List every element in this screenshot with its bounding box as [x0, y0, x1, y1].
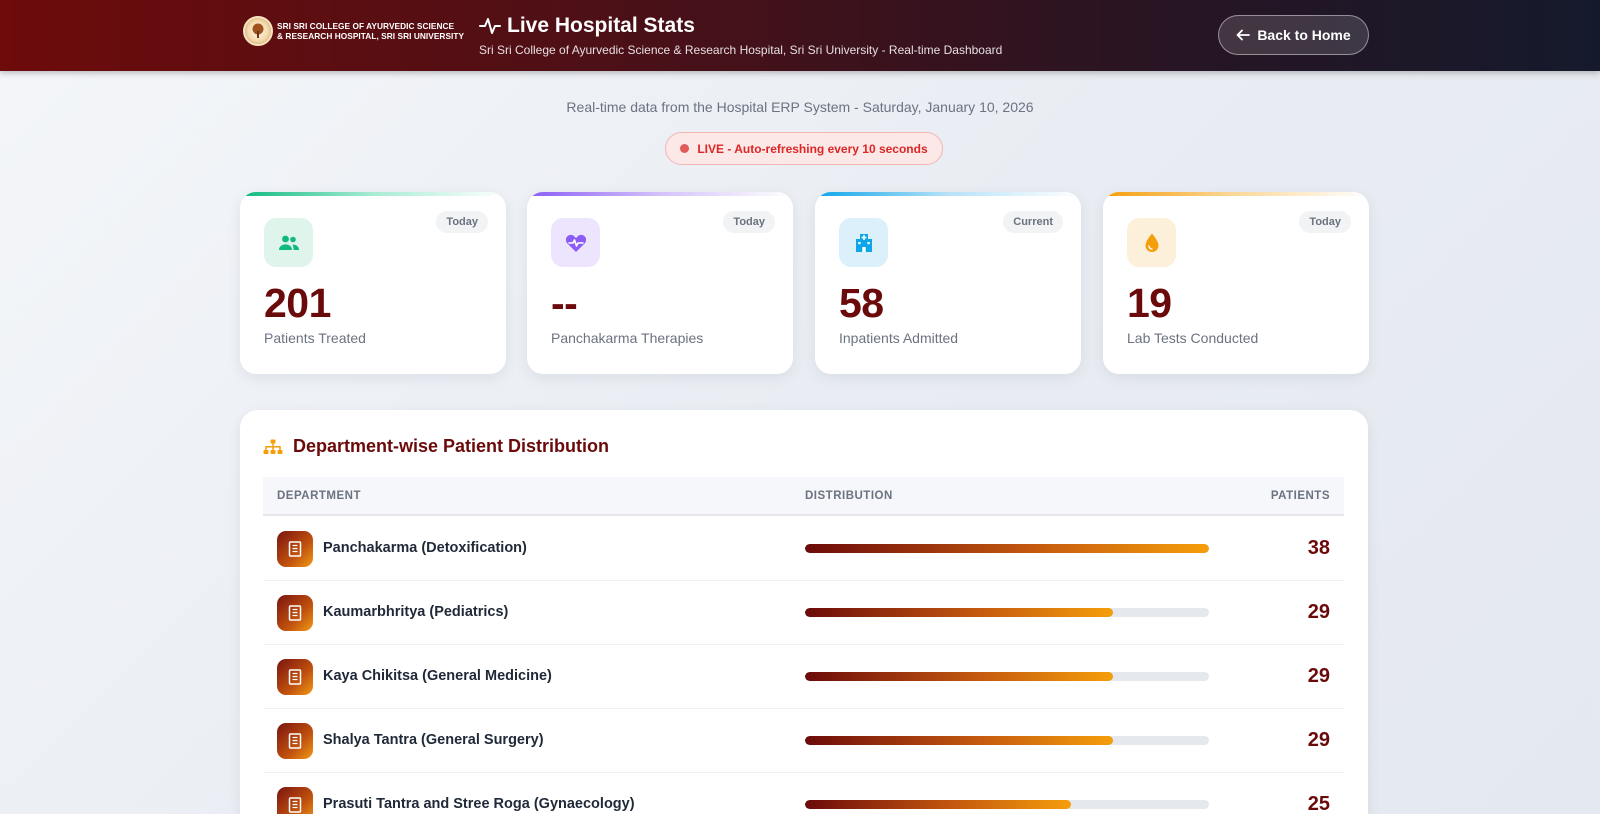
heart-pulse-icon — [551, 218, 600, 267]
card-value: 19 — [1127, 280, 1172, 326]
table-row: Kaya Chikitsa (General Medicine) 29 — [263, 645, 1344, 709]
card-accent-bar — [815, 192, 1081, 196]
university-logo: SRI SRI COLLEGE OF AYURVEDIC SCIENCE & R… — [243, 16, 464, 46]
department-distribution-panel: Department-wise Patient Distribution DEP… — [240, 410, 1368, 814]
table-header: DEPARTMENT DISTRIBUTION PATIENTS — [263, 477, 1344, 516]
column-header-patients: PATIENTS — [1270, 490, 1330, 502]
live-status-text: LIVE - Auto-refreshing every 10 seconds — [697, 141, 928, 156]
department-name: Panchakarma (Detoxification) — [323, 540, 527, 556]
back-to-home-label: Back to Home — [1257, 27, 1351, 43]
card-accent-bar — [1103, 192, 1369, 196]
table-row: Panchakarma (Detoxification) 38 — [263, 517, 1344, 581]
distribution-bar — [805, 544, 1209, 553]
card-label: Panchakarma Therapies — [551, 330, 704, 346]
patient-count: 38 — [1307, 537, 1330, 559]
card-accent-bar — [527, 192, 793, 196]
droplet-icon — [1127, 218, 1176, 267]
column-header-distribution: DISTRIBUTION — [805, 490, 893, 502]
table-row: Kaumarbhritya (Pediatrics) 29 — [263, 581, 1344, 645]
card-period-badge: Current — [1003, 211, 1063, 233]
card-period-badge: Today — [1299, 211, 1351, 233]
card-label: Patients Treated — [264, 330, 366, 346]
stat-card-patients-treated: Today 201 Patients Treated — [240, 192, 506, 374]
stat-card-lab-tests: Today 19 Lab Tests Conducted — [1103, 192, 1369, 374]
patient-count: 29 — [1307, 665, 1330, 687]
card-value: -- — [551, 280, 578, 326]
distribution-bar — [805, 736, 1209, 745]
stat-card-inpatients-admitted: Current 58 Inpatients Admitted — [815, 192, 1081, 374]
card-value: 58 — [839, 280, 884, 326]
page-subtitle: Sri Sri College of Ayurvedic Science & R… — [479, 43, 1003, 57]
pulse-icon — [479, 18, 501, 34]
department-name: Kaumarbhritya (Pediatrics) — [323, 604, 509, 620]
hospital-icon — [839, 218, 888, 267]
card-label: Inpatients Admitted — [839, 330, 959, 346]
card-period-badge: Today — [723, 211, 775, 233]
tree-seal-icon — [243, 16, 273, 46]
building-icon — [277, 723, 313, 759]
table-row: Shalya Tantra (General Surgery) 29 — [263, 709, 1344, 773]
sitemap-icon — [263, 439, 283, 454]
distribution-bar-fill — [805, 608, 1114, 617]
building-icon — [277, 531, 313, 567]
users-icon — [264, 218, 313, 267]
patient-count: 25 — [1307, 793, 1330, 814]
table-row: Prasuti Tantra and Stree Roga (Gynaecolo… — [263, 773, 1344, 814]
card-label: Lab Tests Conducted — [1127, 330, 1259, 346]
distribution-bar-fill — [805, 544, 1209, 553]
live-dot-icon — [680, 144, 690, 153]
distribution-bar-fill — [805, 800, 1071, 809]
column-header-department: DEPARTMENT — [277, 490, 362, 502]
top-header: SRI SRI COLLEGE OF AYURVEDIC SCIENCE & R… — [0, 0, 1600, 71]
distribution-bar — [805, 672, 1209, 681]
card-period-badge: Today — [436, 211, 488, 233]
distribution-bar-fill — [805, 672, 1114, 681]
stat-card-panchakarma-therapies: Today -- Panchakarma Therapies — [527, 192, 793, 374]
page-title: Live Hospital Stats — [507, 14, 695, 37]
panel-title: Department-wise Patient Distribution — [293, 436, 610, 456]
arrow-left-icon — [1236, 29, 1251, 41]
card-value: 201 — [264, 280, 331, 326]
department-name: Prasuti Tantra and Stree Roga (Gynaecolo… — [323, 796, 635, 812]
distribution-bar — [805, 800, 1209, 809]
distribution-bar — [805, 608, 1209, 617]
department-name: Kaya Chikitsa (General Medicine) — [323, 668, 552, 684]
realtime-caption: Real-time data from the Hospital ERP Sys… — [566, 99, 1034, 115]
department-name: Shalya Tantra (General Surgery) — [323, 732, 544, 748]
patient-count: 29 — [1307, 601, 1330, 623]
building-icon — [277, 659, 313, 695]
logo-line-1: SRI SRI COLLEGE OF AYURVEDIC SCIENCE — [277, 21, 455, 31]
patient-count: 29 — [1307, 729, 1330, 751]
distribution-bar-fill — [805, 736, 1114, 745]
back-to-home-button[interactable]: Back to Home — [1218, 15, 1369, 55]
building-icon — [277, 595, 313, 631]
live-status-badge: LIVE - Auto-refreshing every 10 seconds — [665, 132, 943, 165]
logo-line-2: & RESEARCH HOSPITAL, SRI SRI UNIVERSITY — [277, 31, 465, 41]
card-accent-bar — [240, 192, 506, 196]
building-icon — [277, 787, 313, 814]
